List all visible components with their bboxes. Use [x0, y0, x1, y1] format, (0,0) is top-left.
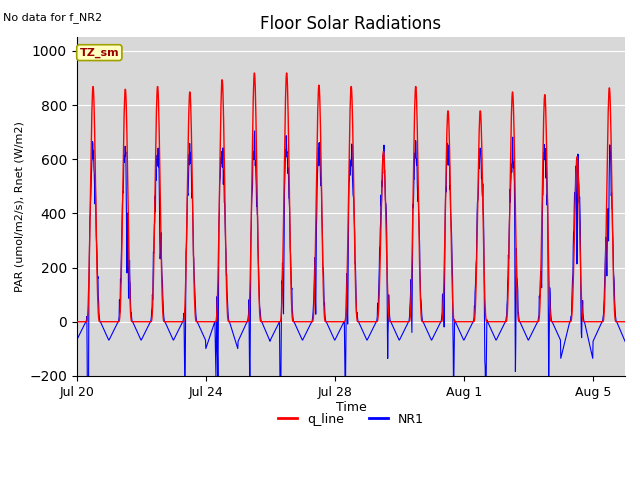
Title: Floor Solar Radiations: Floor Solar Radiations: [260, 15, 442, 33]
Legend: q_line, NR1: q_line, NR1: [273, 408, 429, 431]
X-axis label: Time: Time: [335, 401, 366, 414]
Text: No data for f_NR2: No data for f_NR2: [3, 12, 102, 23]
Text: TZ_sm: TZ_sm: [79, 48, 119, 58]
Y-axis label: PAR (umol/m2/s), Rnet (W/m2): PAR (umol/m2/s), Rnet (W/m2): [15, 121, 25, 292]
